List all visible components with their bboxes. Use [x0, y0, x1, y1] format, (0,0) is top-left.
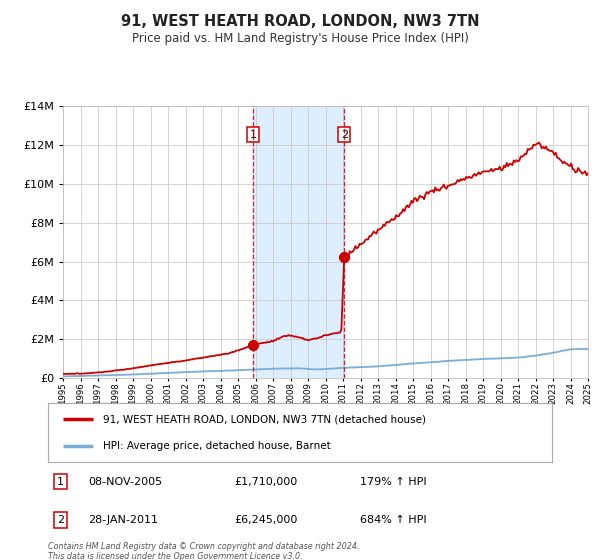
Text: Contains HM Land Registry data © Crown copyright and database right 2024.
This d: Contains HM Land Registry data © Crown c… [48, 542, 359, 560]
Point [340, 253, 349, 262]
Text: £6,245,000: £6,245,000 [235, 515, 298, 525]
Text: 684% ↑ HPI: 684% ↑ HPI [361, 515, 427, 525]
Text: 2: 2 [57, 515, 64, 525]
Text: 1: 1 [250, 130, 257, 140]
Text: Price paid vs. HM Land Registry's House Price Index (HPI): Price paid vs. HM Land Registry's House … [131, 32, 469, 45]
Text: 1: 1 [57, 477, 64, 487]
Point [248, 340, 258, 349]
Text: 08-NOV-2005: 08-NOV-2005 [88, 477, 163, 487]
Text: 2: 2 [341, 130, 348, 140]
Text: 28-JAN-2011: 28-JAN-2011 [88, 515, 158, 525]
Text: 91, WEST HEATH ROAD, LONDON, NW3 7TN: 91, WEST HEATH ROAD, LONDON, NW3 7TN [121, 14, 479, 29]
Text: HPI: Average price, detached house, Barnet: HPI: Average price, detached house, Barn… [103, 441, 331, 451]
Bar [253, 106, 344, 378]
Text: 91, WEST HEATH ROAD, LONDON, NW3 7TN (detached house): 91, WEST HEATH ROAD, LONDON, NW3 7TN (de… [103, 414, 427, 424]
Text: 179% ↑ HPI: 179% ↑ HPI [361, 477, 427, 487]
Text: £1,710,000: £1,710,000 [235, 477, 298, 487]
